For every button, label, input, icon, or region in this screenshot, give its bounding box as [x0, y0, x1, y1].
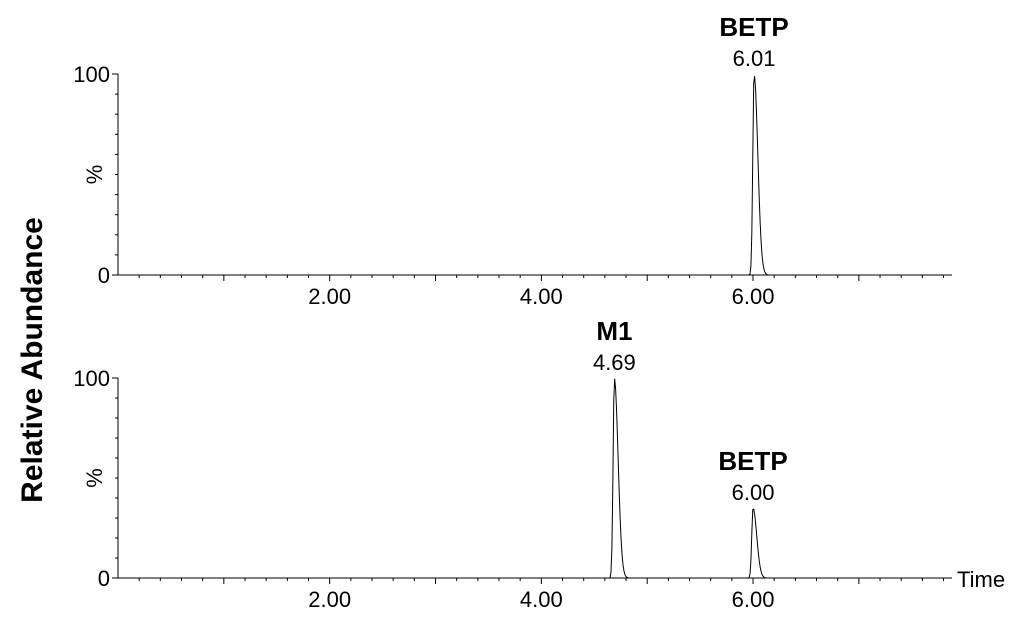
- peak-name-label: BETP: [719, 12, 788, 42]
- x-tick-label: 4.00: [520, 587, 563, 612]
- y-axis-title: Relative Abundance: [16, 217, 49, 503]
- x-tick-label: 2.00: [308, 587, 351, 612]
- peak-name-label: BETP: [718, 446, 787, 476]
- peak-retention-time-label: 6.01: [733, 46, 776, 71]
- y-axis-percent-label: %: [82, 165, 107, 185]
- y-tick-label-0: 0: [98, 566, 110, 591]
- peak-name-label: M1: [596, 316, 632, 346]
- x-axis-title: Time: [957, 567, 1005, 592]
- x-tick-label: 2.00: [308, 284, 351, 309]
- chromatogram-panel-bottom: 0 100% 2.00 4.00 6.00 4.69 M1 6.00 BETP: [73, 316, 952, 612]
- x-tick-label: 6.00: [732, 284, 775, 309]
- y-tick-label-0: 0: [98, 263, 110, 288]
- x-tick-label: 6.00: [732, 587, 775, 612]
- y-tick-label-100: 100: [73, 366, 110, 391]
- chromatogram-panel-top: 0 100% 2.00 4.00 6.00 6.01 BETP: [73, 12, 952, 309]
- y-tick-label-100: 100: [73, 62, 110, 87]
- peak-retention-time-label: 4.69: [593, 350, 636, 375]
- chromatogram-trace: [118, 76, 952, 276]
- chromatogram-trace: [118, 378, 952, 579]
- peak-retention-time-label: 6.00: [732, 480, 775, 505]
- panels-group: 0 100% 2.00 4.00 6.00 6.01 BETP 0 100% 2.00 4.00 6.…: [73, 12, 952, 612]
- x-tick-label: 4.00: [520, 284, 563, 309]
- y-axis-percent-label: %: [82, 468, 107, 488]
